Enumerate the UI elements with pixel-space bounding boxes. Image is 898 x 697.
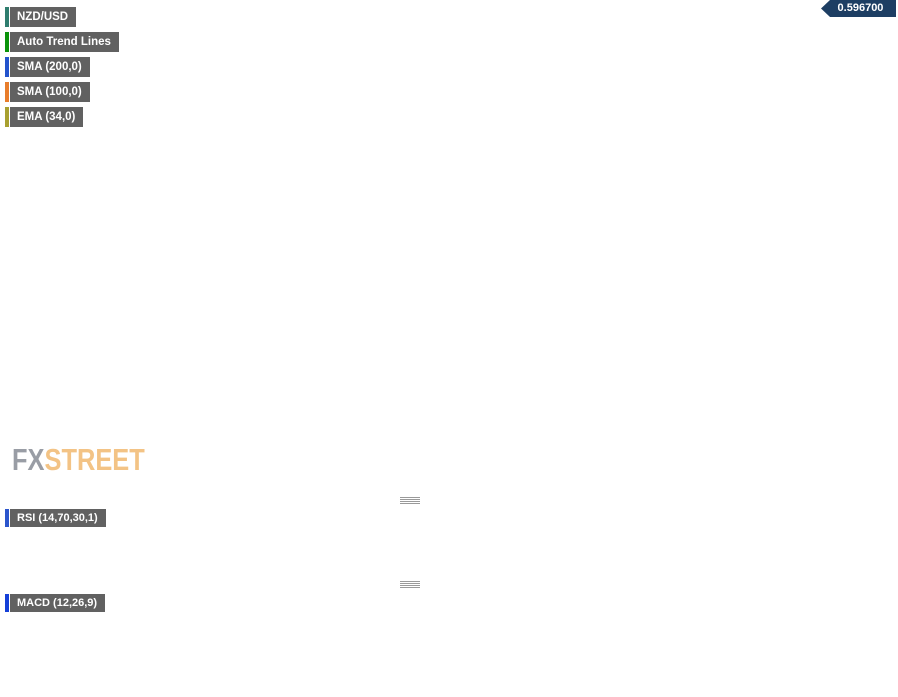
legend-item-auto-trend-lines[interactable]: Auto Trend Lines — [5, 32, 119, 52]
macd-panel-splitter-handle[interactable] — [400, 581, 420, 588]
sma200-label: SMA (200,0) — [10, 57, 90, 77]
last-price-badge: 0.596700 — [821, 0, 896, 17]
trend-color-chip — [5, 32, 9, 52]
ema34-color-chip — [5, 107, 9, 127]
legend-item-sma100[interactable]: SMA (100,0) — [5, 82, 90, 102]
legend-item-symbol[interactable]: NZD/USD — [5, 7, 77, 27]
fxstreet-watermark-logo: FXSTREET — [12, 442, 145, 477]
rsi-panel-splitter-handle[interactable] — [400, 497, 420, 504]
ema34-label: EMA (34,0) — [10, 107, 84, 127]
sma200-color-chip — [5, 57, 9, 77]
symbol-label: NZD/USD — [10, 7, 77, 27]
sma100-color-chip — [5, 82, 9, 102]
rsi-color-chip — [5, 509, 9, 527]
legend-item-ema34[interactable]: EMA (34,0) — [5, 107, 84, 127]
legend-item-sma200[interactable]: SMA (200,0) — [5, 57, 90, 77]
symbol-color-chip — [5, 7, 9, 27]
sma100-label: SMA (100,0) — [10, 82, 90, 102]
rsi-legend[interactable]: RSI (14,70,30,1) — [5, 509, 106, 527]
macd-color-chip — [5, 594, 9, 612]
macd-label: MACD (12,26,9) — [10, 594, 106, 612]
rsi-label: RSI (14,70,30,1) — [10, 509, 106, 527]
trend-label: Auto Trend Lines — [10, 32, 119, 52]
macd-legend[interactable]: MACD (12,26,9) — [5, 594, 106, 612]
